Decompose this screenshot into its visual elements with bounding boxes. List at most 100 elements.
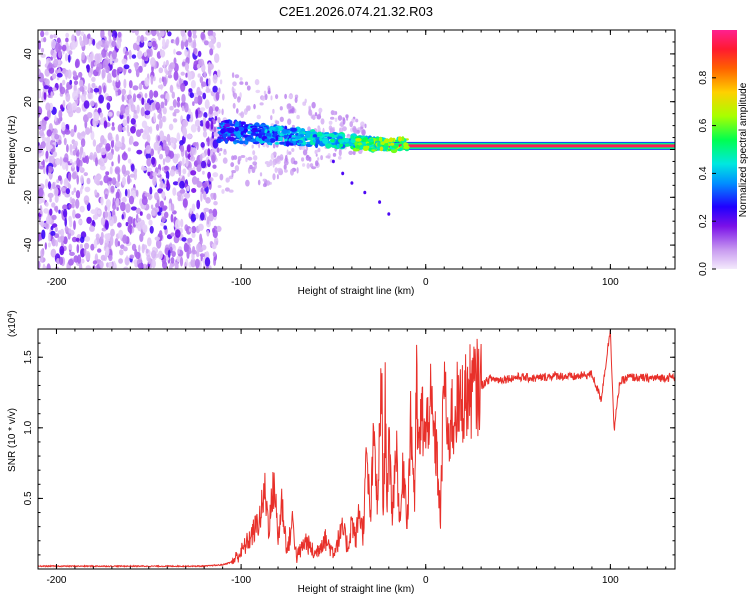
heatmap-cell xyxy=(261,95,266,101)
heatmap-cell xyxy=(316,131,323,137)
heatmap-cell xyxy=(184,102,189,113)
heatmap-cell xyxy=(172,112,176,117)
heatmap-cell xyxy=(126,115,130,124)
heatmap-cell xyxy=(302,149,308,156)
heatmap-cell xyxy=(79,187,83,195)
heatmap-cell xyxy=(246,85,251,91)
y-tick-label: 20 xyxy=(23,96,34,108)
heatmap-cell xyxy=(117,31,122,38)
heatmap-cell xyxy=(83,37,89,45)
heatmap-cell xyxy=(111,68,118,78)
heatmap-cell xyxy=(160,49,166,58)
heatmap-cell xyxy=(145,153,152,160)
heatmap-cell xyxy=(387,212,391,216)
heatmap-cell xyxy=(66,81,71,91)
heatmap-cell xyxy=(224,139,229,144)
heatmap-cell xyxy=(48,233,51,242)
heatmap-cell xyxy=(190,258,196,268)
heatmap-cell xyxy=(125,203,131,214)
snr-x-ticks: -200 -100 0 100 xyxy=(37,329,667,586)
heatmap-cell xyxy=(130,163,135,172)
heatmap-cell xyxy=(107,132,113,141)
heatmap-cell xyxy=(159,200,164,208)
heatmap-cell xyxy=(50,56,53,61)
heatmap-cell xyxy=(91,82,96,88)
heatmap-cell xyxy=(150,74,154,85)
heatmap-cell xyxy=(233,131,240,135)
heatmap-cell xyxy=(54,194,59,203)
heatmap-cell xyxy=(277,167,283,172)
heatmap-cell xyxy=(136,93,142,99)
heatmap-cell xyxy=(80,138,86,148)
heatmap-cell xyxy=(104,42,108,51)
heatmap-cell xyxy=(68,258,74,266)
heatmap-cell xyxy=(128,97,134,106)
heatmap-cell xyxy=(288,151,292,155)
heatmap-cell xyxy=(93,175,100,185)
heatmap-cell xyxy=(91,76,96,82)
heatmap-cell xyxy=(160,222,165,227)
heatmap-cell xyxy=(132,42,138,51)
spectrogram-y-label: Frequency (Hz) xyxy=(7,116,18,185)
heatmap-cell xyxy=(164,98,168,107)
heatmap-cell xyxy=(194,96,199,104)
heatmap-cell xyxy=(141,97,145,105)
heatmap-cell xyxy=(165,39,170,45)
heatmap-cell xyxy=(127,216,133,226)
heatmap-cell xyxy=(262,183,267,188)
heatmap-cell xyxy=(232,102,236,109)
heatmap-cell xyxy=(167,31,172,37)
heatmap-cell xyxy=(311,114,316,120)
heatmap-cell xyxy=(100,231,104,240)
heatmap-cell xyxy=(166,133,171,143)
colorbar-tick-label: 0.2 xyxy=(698,214,709,228)
heatmap-cell xyxy=(100,135,105,145)
heatmap-cell xyxy=(207,148,211,157)
heatmap-cell xyxy=(73,124,77,133)
heatmap-cell xyxy=(240,111,245,119)
heatmap-cell xyxy=(173,48,176,55)
heatmap-cell xyxy=(172,187,177,196)
heatmap-cell xyxy=(233,155,238,160)
heatmap-cell xyxy=(115,133,119,143)
heatmap-cell xyxy=(93,111,100,122)
heatmap-cell xyxy=(158,67,164,74)
heatmap-cell xyxy=(107,72,112,83)
heatmap-cell xyxy=(192,41,197,49)
heatmap-cell xyxy=(121,214,124,220)
heatmap-cell xyxy=(112,80,115,87)
heatmap-cell xyxy=(121,152,128,161)
heatmap-cell xyxy=(352,147,360,152)
heatmap-cell xyxy=(157,188,164,194)
heatmap-cell xyxy=(203,40,209,46)
heatmap-cell xyxy=(121,88,127,96)
heatmap-cell xyxy=(90,243,95,251)
heatmap-cell xyxy=(388,144,675,148)
x-tick-label: -200 xyxy=(46,277,66,288)
heatmap-cell xyxy=(51,248,56,257)
heatmap-cell xyxy=(197,125,201,133)
heatmap-cell xyxy=(111,50,117,60)
heatmap-cell xyxy=(138,244,141,253)
heatmap-cell xyxy=(207,159,210,165)
heatmap-cell xyxy=(49,208,53,216)
heatmap-cell xyxy=(55,205,59,213)
heatmap-cell xyxy=(86,177,91,185)
heatmap-cell xyxy=(338,143,343,148)
y-tick-label: 0.5 xyxy=(23,491,34,505)
heatmap-cell xyxy=(212,32,216,37)
heatmap-cell xyxy=(40,30,45,38)
heatmap-cell xyxy=(170,213,174,223)
heatmap-cell xyxy=(124,106,130,116)
colorbar: 0.0 0.2 0.4 0.6 0.8 Normalized spectral ampl… xyxy=(698,30,749,276)
heatmap-cell xyxy=(169,62,176,70)
heatmap-cell xyxy=(287,118,292,125)
heatmap-cell xyxy=(355,118,359,123)
heatmap-cell xyxy=(133,141,139,147)
heatmap-cell xyxy=(45,102,51,111)
heatmap-cell xyxy=(234,126,239,132)
heatmap-cell xyxy=(213,126,217,134)
colorbar-gradient xyxy=(712,30,737,269)
heatmap-cell xyxy=(205,88,211,93)
heatmap-cell xyxy=(136,35,142,43)
